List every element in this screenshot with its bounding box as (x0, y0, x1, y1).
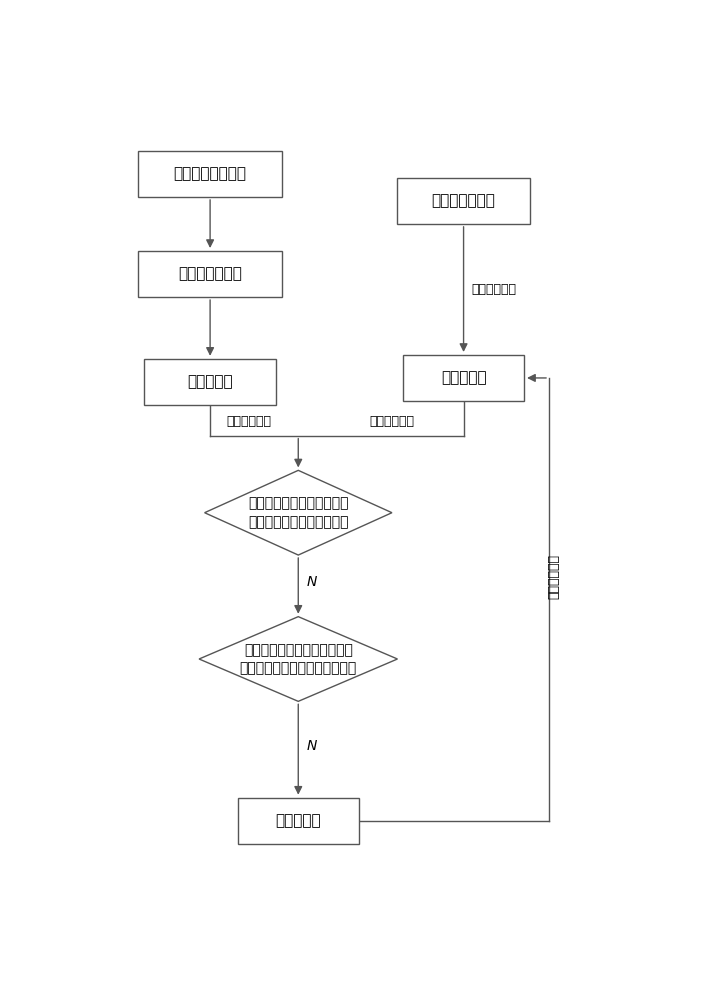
Text: 手动水头值: 手动水头值 (441, 370, 486, 385)
Text: 水头方式自动: 水头方式自动 (547, 554, 560, 599)
Text: 水头方式手动: 水头方式手动 (472, 283, 517, 296)
Text: 水头方式手动: 水头方式手动 (370, 415, 415, 428)
Bar (397, 178, 530, 224)
Text: 确定自动水头值: 确定自动水头值 (178, 266, 242, 282)
Text: 水头方式自动: 水头方式自动 (226, 415, 271, 428)
Bar (144, 359, 276, 405)
Text: 所得水头值下的全厂出力上
限是否低于全站有功实发值: 所得水头值下的全厂出力上 限是否低于全站有功实发值 (248, 496, 348, 529)
Polygon shape (199, 617, 397, 701)
Text: 最终水头值: 最终水头值 (275, 813, 321, 828)
Text: 各水头测量源测值: 各水头测量源测值 (173, 166, 247, 181)
Bar (139, 251, 282, 297)
Bar (403, 355, 524, 401)
Text: N: N (306, 739, 317, 753)
Bar (139, 151, 282, 197)
Text: 所得水头值下的所有机组出力
上限是否低于该机组有功实发值: 所得水头值下的所有机组出力 上限是否低于该机组有功实发值 (240, 643, 357, 675)
Bar (237, 798, 359, 844)
Text: N: N (306, 575, 317, 589)
Polygon shape (205, 470, 392, 555)
Text: 手动设定水头值: 手动设定水头值 (432, 193, 496, 208)
Text: 自动水头值: 自动水头值 (187, 374, 233, 389)
